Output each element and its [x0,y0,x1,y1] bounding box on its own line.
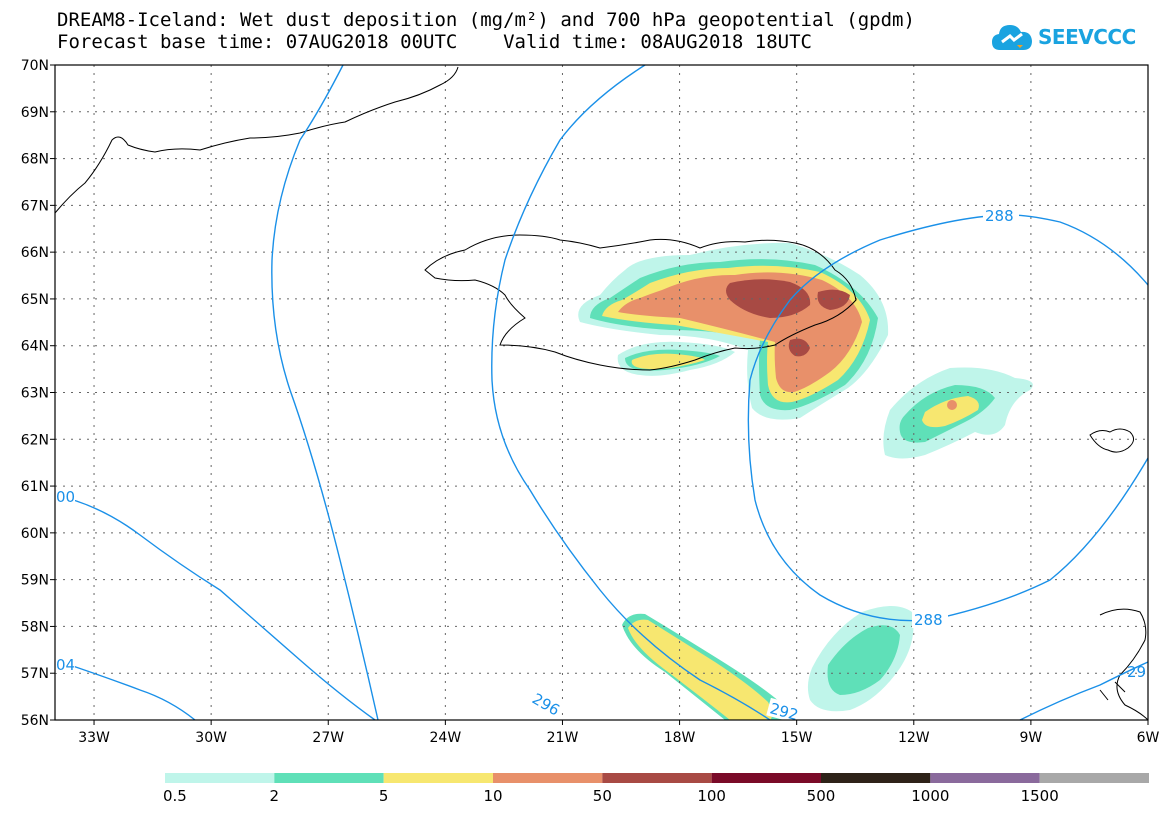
lon-tick-label: 12W [898,730,930,746]
legend-swatch [711,773,821,783]
lat-tick-label: 60N [21,526,49,542]
lat-tick-label: 67N [21,198,49,214]
coastlines [54,66,1149,721]
lat-tick-label: 69N [21,105,49,121]
lat-tick-label: 61N [21,479,49,495]
lon-tick-label: 30W [195,730,227,746]
logo-text: SEEVCCC [1038,25,1136,49]
legend-swatch [274,773,384,783]
map-subtitle: Forecast base time: 07AUG2018 00UTC Vali… [57,31,812,53]
lat-tick-label: 57N [21,666,49,682]
legend-swatch [165,773,275,783]
legend-label: 100 [697,787,726,805]
dust-deposition-shading [578,242,1033,720]
lat-tick-label: 66N [21,245,49,261]
lat-tick-label: 70N [21,58,49,74]
legend-label: 2 [270,787,280,805]
legend-swatch [1039,773,1149,783]
seevccc-logo: SEEVCCC [990,18,1136,56]
cloud-logo-icon [992,25,1032,50]
legend-label: 0.5 [163,787,187,805]
lon-tick-label: 24W [430,730,462,746]
legend-label: 1500 [1021,787,1059,805]
lat-tick-label: 62N [21,432,49,448]
legend-label: 500 [807,787,836,805]
lat-tick-label: 64N [21,339,49,355]
legend-label: 10 [483,787,502,805]
contour-label-04: 04 [56,656,75,674]
lat-tick-label: 56N [21,713,49,729]
legend-label: 1000 [911,787,949,805]
legend-label: 5 [379,787,389,805]
map-title: DREAM8-Iceland: Wet dust deposition (mg/… [57,9,915,31]
lon-tick-label: 15W [781,730,813,746]
lon-tick-label: 18W [664,730,696,746]
legend-swatch [383,773,493,783]
color-legend: 0.5 2 5 10 50 100 500 1000 1500 [163,773,1149,805]
contour-label-288-north: 288 [985,207,1014,225]
legend-swatch [493,773,603,783]
lat-tick-label: 58N [21,619,49,635]
contour-label-00: 00 [56,488,75,506]
lon-tick-label: 27W [312,730,344,746]
lat-tick-label: 63N [21,386,49,402]
legend-swatch [930,773,1040,783]
lat-tick-label: 65N [21,292,49,308]
graticule [55,65,1148,720]
contour-label-288-south: 288 [914,611,943,629]
lat-tick-label: 68N [21,152,49,168]
legend-label: 50 [593,787,612,805]
contour-labels: 288 288 296 292 00 04 29 [55,206,1146,724]
lon-tick-label: 33W [78,730,110,746]
legend-swatch [602,773,712,783]
lon-tick-label: 6W [1137,730,1160,746]
lat-tick-label: 59N [21,573,49,589]
legend-swatch [821,773,931,783]
axis-ticks: 33W 30W 27W 24W 21W 18W 15W 12W 9W 6W 70N 69N 68N 67N… [21,58,1160,746]
lon-tick-label: 9W [1020,730,1043,746]
contour-label-29: 29 [1127,663,1146,681]
lon-tick-label: 21W [547,730,579,746]
